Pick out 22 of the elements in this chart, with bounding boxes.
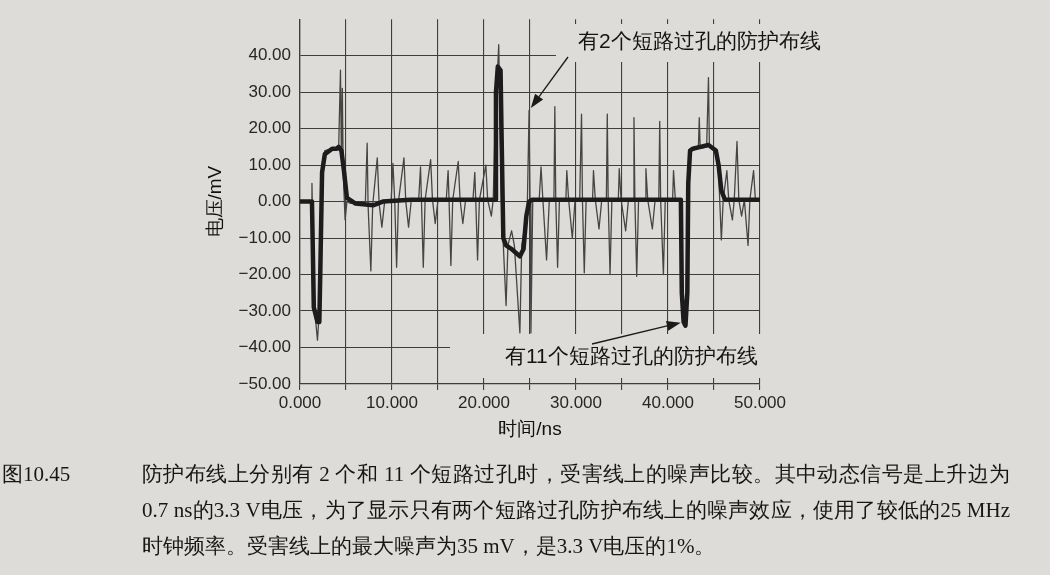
legend-label: 有11个短路过孔的防护布线: [505, 343, 758, 367]
x-tick-label: 50.000: [734, 392, 786, 412]
y-tick-label: 10.00: [248, 154, 291, 174]
y-tick-label: 40.00: [248, 45, 291, 65]
y-tick-label: −50.00: [238, 373, 291, 393]
y-tick-label: 0.00: [257, 191, 291, 211]
y-tick-label: −10.00: [238, 227, 291, 247]
x-axis-title: 时间/ns: [498, 417, 562, 439]
x-tick-label: 40.000: [642, 392, 694, 412]
y-tick-label: −40.00: [238, 337, 291, 357]
text: 防护布线上分别有 2 个和 11 个短路过孔时，受害线上的噪声比较。其中动态信号是上升边为0.7 ns的3.3 V电压，为了显示只有两个短路过孔防护布线上的噪声效应，使用了较低的25 MHz时钟频率。受害线上的最大噪声为35 mV，是3.3 V电压的1%。: [142, 461, 1010, 560]
y-tick-label: 20.00: [248, 118, 291, 138]
series-label: 有2个短路过孔的防护布线: [578, 28, 821, 52]
x-tick-label: 30.000: [550, 392, 602, 412]
x-tick-label: 10.000: [366, 392, 418, 412]
y-tick-label: 30.00: [248, 81, 291, 101]
caption: 图10.45: [1, 461, 72, 488]
y-tick-label: −30.00: [238, 300, 291, 320]
x-tick-label: 20.000: [458, 392, 510, 412]
y-tick-label: −20.00: [238, 264, 291, 284]
y-axis-title: 电压/mV: [203, 165, 225, 238]
x-tick-label: 0.000: [278, 392, 322, 412]
